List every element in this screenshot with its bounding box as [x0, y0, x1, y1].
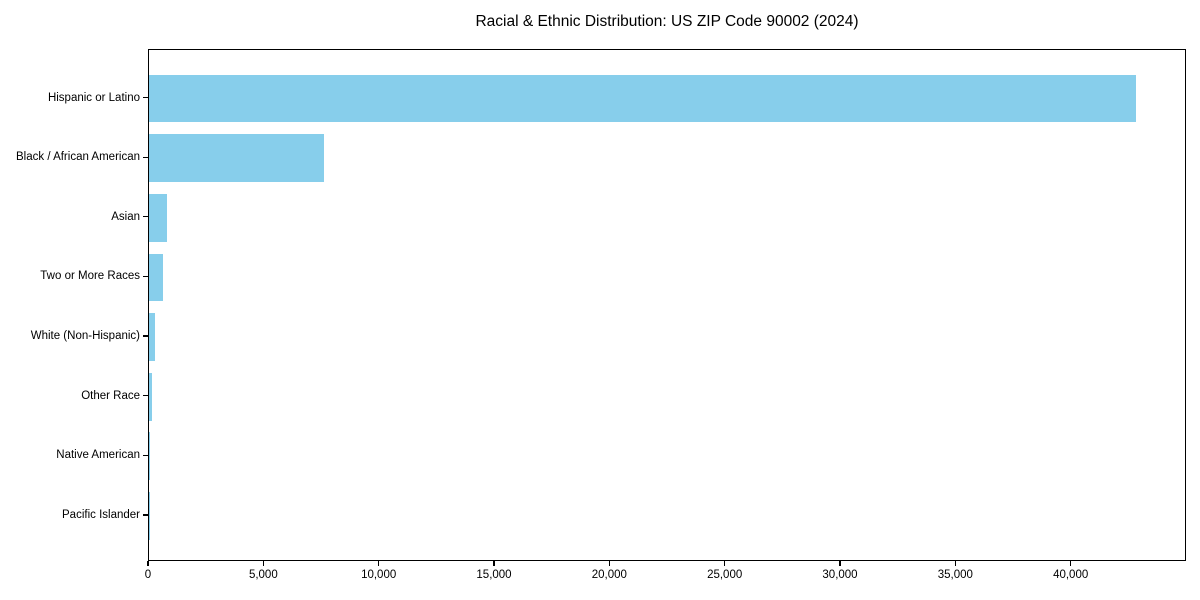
x-tick-mark-30000	[839, 561, 841, 566]
y-tick-label-two-or-more-races: Two or More Races	[40, 270, 140, 283]
bar-native-american	[149, 432, 151, 481]
y-tick-label-white-non-hispanic: White (Non-Hispanic)	[30, 330, 140, 343]
bar-two-or-more-races	[149, 253, 163, 302]
x-tick-label-30000: 30,000	[822, 569, 858, 581]
y-tick-label-pacific-islander: Pacific Islander	[62, 508, 140, 521]
x-tick-label-15000: 15,000	[476, 569, 512, 581]
x-tick-label-25000: 25,000	[707, 569, 743, 581]
x-tick-mark-25000	[724, 561, 726, 566]
y-tick-mark-two-or-more-races	[143, 275, 148, 277]
y-tick-label-native-american: Native American	[56, 449, 140, 462]
y-tick-mark-asian	[143, 216, 148, 218]
x-tick-label-10000: 10,000	[361, 569, 397, 581]
y-tick-label-asian: Asian	[111, 210, 140, 223]
x-tick-mark-0	[147, 561, 149, 566]
bar-black-african-american	[149, 134, 324, 182]
x-tick-mark-35000	[954, 561, 956, 566]
x-tick-label-40000: 40,000	[1053, 569, 1089, 581]
x-tick-mark-20000	[608, 561, 610, 566]
x-tick-mark-40000	[1070, 561, 1072, 566]
y-tick-mark-black-african-american	[143, 156, 148, 158]
x-tick-label-35000: 35,000	[937, 569, 973, 581]
x-tick-mark-10000	[378, 561, 380, 566]
y-tick-mark-hispanic-or-latino	[143, 96, 148, 99]
chart-title: Racial & Ethnic Distribution: US ZIP Cod…	[475, 13, 859, 30]
y-tick-label-hispanic-or-latino: Hispanic or Latino	[47, 91, 140, 104]
y-tick-label-other-race: Other Race	[81, 389, 140, 402]
x-tick-mark-15000	[493, 561, 495, 566]
x-tick-label-20000: 20,000	[591, 569, 627, 581]
plot-area	[148, 49, 1186, 561]
x-tick-label-5000: 5,000	[248, 569, 278, 581]
bar-white-non-hispanic	[149, 313, 156, 361]
x-tick-label-0: 0	[144, 569, 152, 581]
bar-asian	[149, 193, 167, 242]
y-tick-label-black-african-american: Black / African American	[16, 151, 140, 164]
bar-other-race	[149, 372, 153, 421]
y-tick-mark-native-american	[143, 454, 148, 456]
y-tick-mark-pacific-islander	[143, 514, 148, 516]
y-tick-mark-other-race	[143, 395, 148, 397]
y-tick-mark-white-non-hispanic	[143, 335, 148, 337]
x-tick-mark-5000	[262, 561, 264, 566]
bar-hispanic-or-latino	[149, 74, 1137, 123]
